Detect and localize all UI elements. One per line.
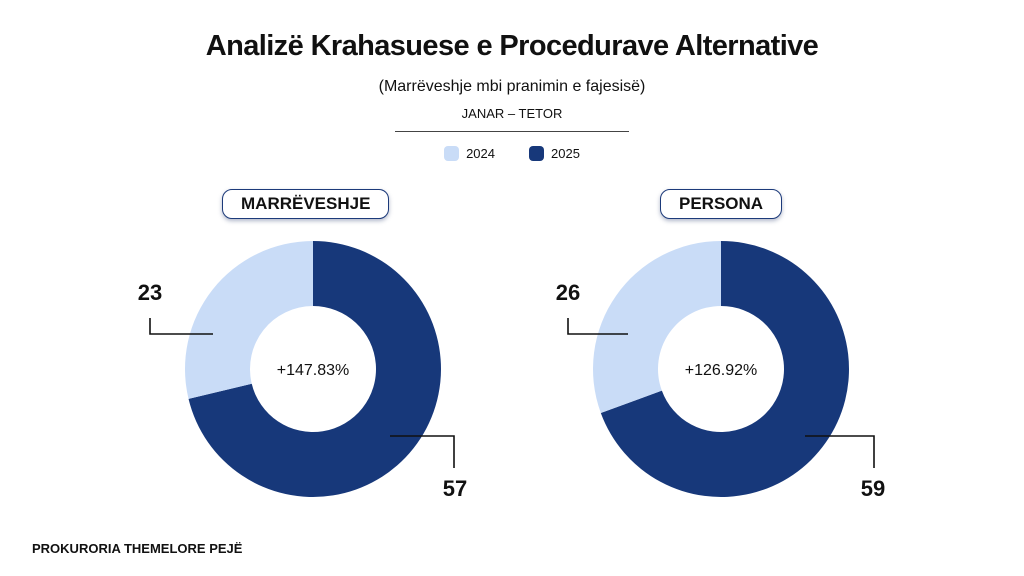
donut-slice-2024 — [593, 241, 721, 414]
leader-line-2025 — [805, 435, 875, 468]
center-percentage: +147.83% — [277, 362, 350, 379]
legend-label-2024: 2024 — [466, 146, 495, 161]
period-label: JANAR – TETOR — [461, 106, 563, 121]
footer-source: PROKURORIA THEMELORE PEJË — [32, 541, 243, 556]
value-label-2024: 23 — [138, 280, 162, 305]
title-divider — [395, 131, 629, 132]
legend-item-2024: 2024 — [444, 146, 495, 161]
legend-swatch-2024 — [444, 146, 460, 161]
legend-label-2025: 2025 — [551, 146, 580, 161]
leader-line-2024 — [567, 318, 628, 335]
leader-line-2025 — [390, 435, 455, 468]
chart-title: Analizë Krahasuese e Procedurave Alterna… — [205, 30, 819, 62]
center-percentage: +126.92% — [685, 362, 758, 379]
chart-label-marreveshje: MARRËVESHJE — [222, 189, 390, 219]
legend: 2024 2025 — [0, 146, 1024, 161]
value-label-2024: 26 — [556, 280, 580, 305]
leader-line-2024 — [149, 318, 213, 335]
legend-item-2025: 2025 — [529, 146, 580, 161]
value-label-2025: 59 — [861, 476, 885, 501]
donut-slice-2025 — [188, 241, 441, 497]
legend-swatch-2025 — [529, 146, 544, 161]
chart-label-persona: PERSONA — [660, 189, 783, 219]
donut-slice-2025 — [600, 241, 850, 497]
chart-subtitle: (Marrëveshje mbi pranimin e fajesisë) — [378, 78, 646, 95]
donut-slice-2024 — [185, 241, 313, 399]
value-label-2025: 57 — [443, 476, 467, 501]
